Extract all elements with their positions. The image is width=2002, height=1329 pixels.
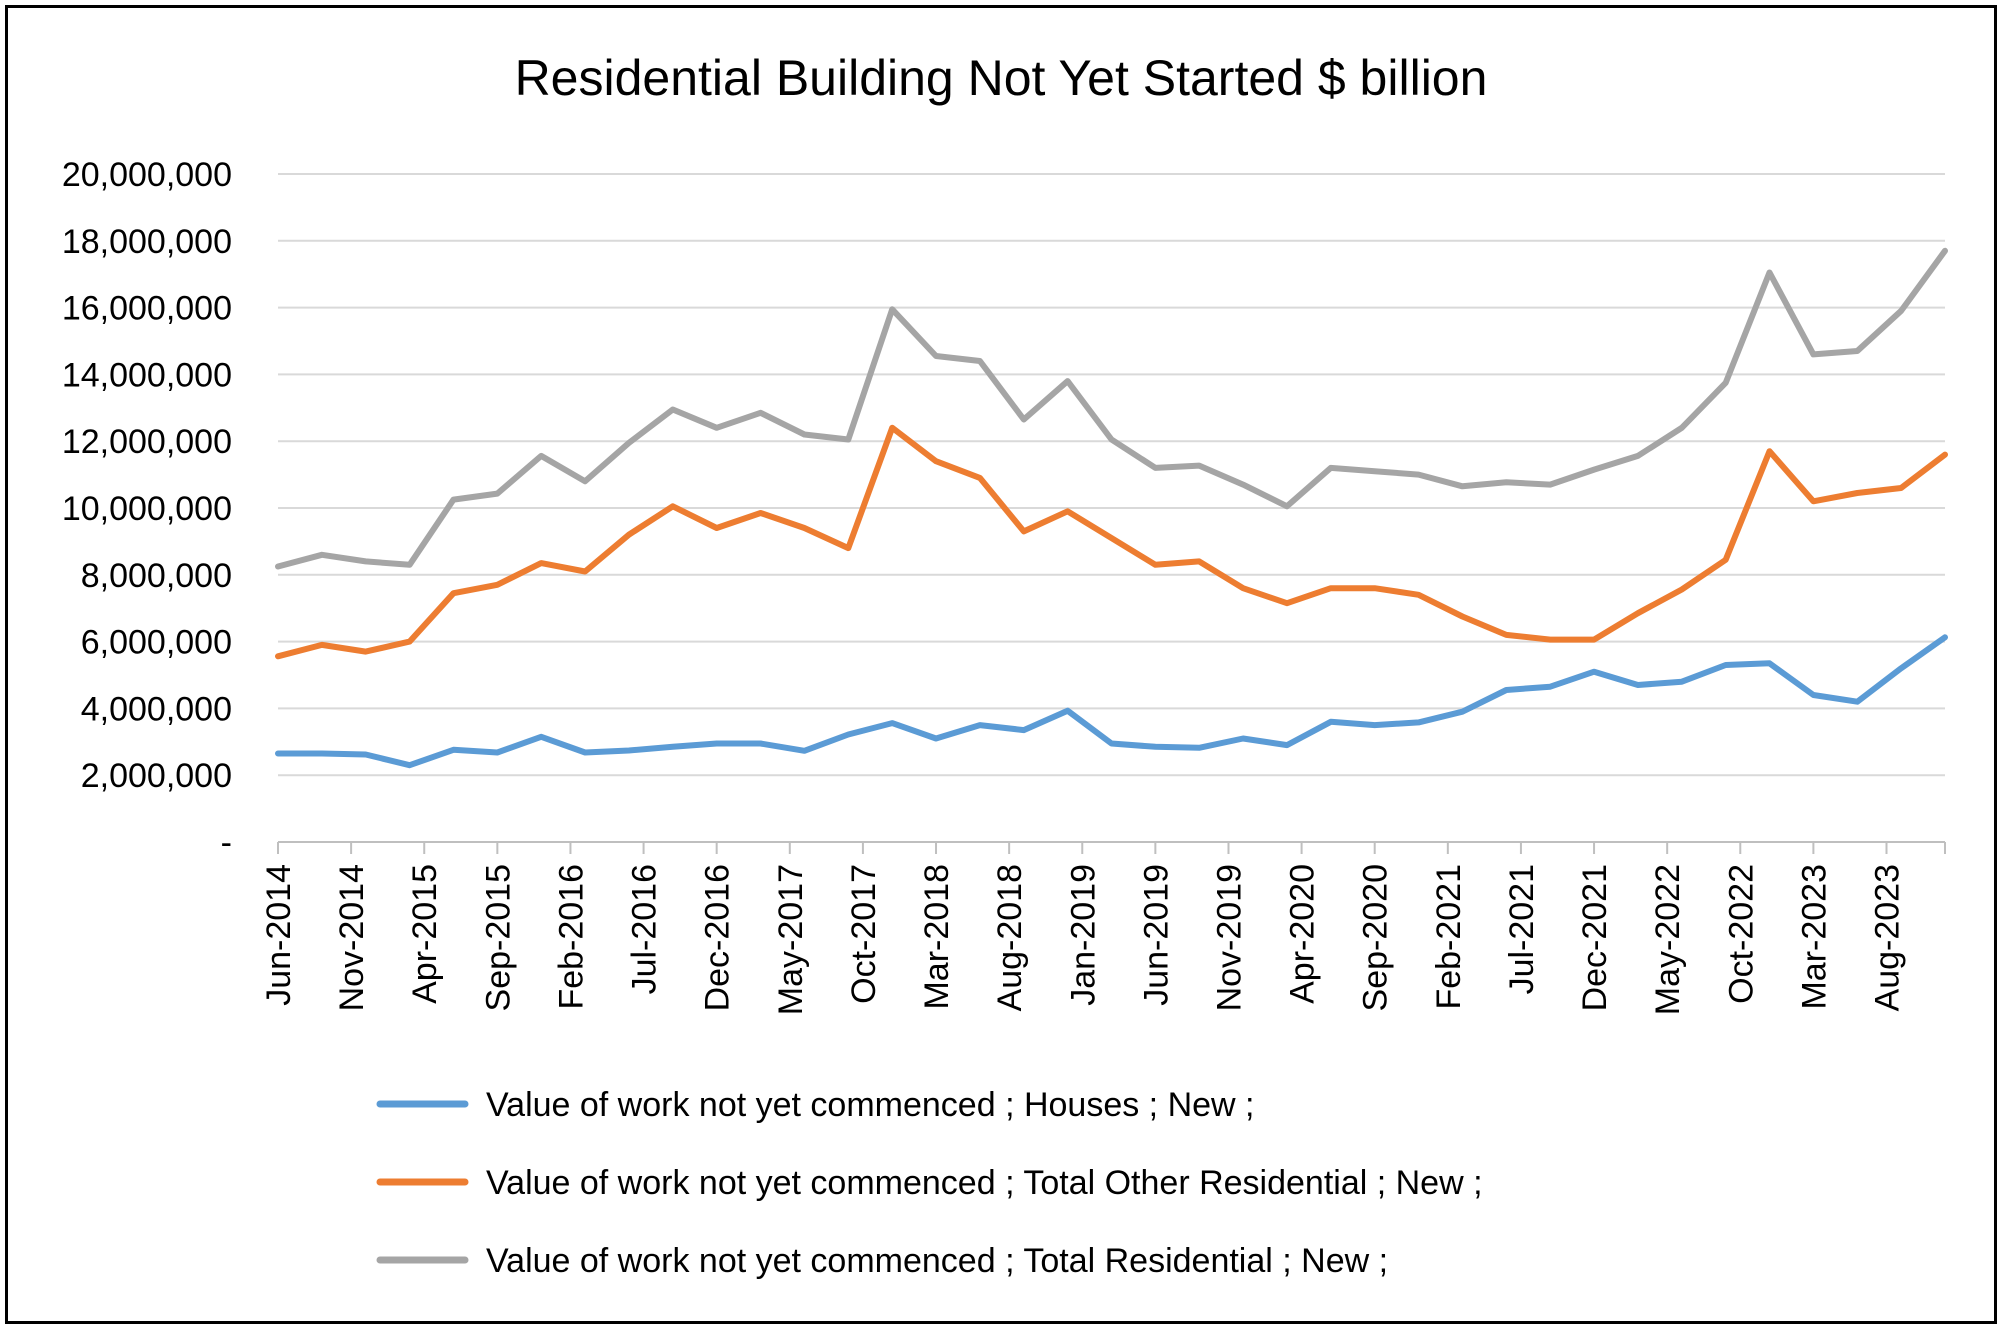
x-tick-label: Mar-2023 [1795,864,1833,1010]
legend-label-2: Value of work not yet commenced ; Total … [486,1164,1483,1202]
x-tick-label: Feb-2016 [552,864,590,1010]
x-axis [277,841,1946,854]
y-axis-labels: - 2,000,000 4,000,000 6,000,000 8,000,000 10,… [62,156,232,862]
x-tick-label: Feb-2021 [1430,864,1468,1010]
x-tick-label: Mar-2018 [918,864,956,1010]
y-tick-label: 14,000,000 [62,356,232,394]
x-tick-label: Jul-2021 [1503,864,1541,994]
y-tick-label: 20,000,000 [62,156,232,194]
y-tick-label: - [221,824,232,862]
x-tick-label: Jun-2014 [260,864,298,1006]
legend-label-3: Value of work not yet commenced ; Total … [486,1242,1388,1280]
x-tick-label: May-2022 [1649,864,1687,1015]
x-tick-label: Oct-2022 [1722,864,1760,1004]
x-tick-label: Aug-2018 [991,864,1029,1011]
series-line-2 [275,424,1948,660]
gridlines [278,173,1945,777]
x-tick-label: Apr-2020 [1284,864,1322,1004]
x-tick-label: Jun-2019 [1137,864,1175,1006]
x-tick-label: Nov-2014 [333,864,371,1011]
legend-label-1: Value of work not yet commenced ; Houses… [486,1086,1255,1124]
y-tick-label: 12,000,000 [62,423,232,461]
x-axis-labels: Jun-2014 Nov-2014 Apr-2015 Sep-2015 Feb-2016… [260,864,1907,1015]
x-tick-label: Oct-2017 [845,864,883,1004]
y-tick-label: 6,000,000 [81,624,232,662]
x-tick-label: Apr-2015 [406,864,444,1004]
y-tick-label: 10,000,000 [62,490,232,528]
x-tick-label: Nov-2019 [1210,864,1248,1011]
y-tick-label: 2,000,000 [81,757,232,795]
legend: Value of work not yet commenced ; Houses… [376,1086,1483,1280]
series-line-1 [275,634,1948,769]
series-line-3 [275,247,1948,570]
y-tick-label: 4,000,000 [81,690,232,728]
chart-title: Residential Building Not Yet Started $ b… [515,50,1488,106]
series-lines [275,247,1948,769]
x-tick-label: Sep-2020 [1357,864,1395,1011]
x-tick-label: Jul-2016 [626,864,664,994]
x-tick-label: Aug-2023 [1869,864,1907,1011]
y-tick-label: 8,000,000 [81,557,232,595]
x-tick-label: Dec-2016 [699,864,737,1011]
x-tick-label: Dec-2021 [1576,864,1614,1011]
y-tick-label: 16,000,000 [62,290,232,328]
x-tick-label: Jan-2019 [1064,864,1102,1006]
x-tick-label: Sep-2015 [479,864,517,1011]
chart-frame [5,5,1997,1324]
x-tick-label: May-2017 [772,864,810,1015]
y-tick-label: 18,000,000 [62,223,232,261]
